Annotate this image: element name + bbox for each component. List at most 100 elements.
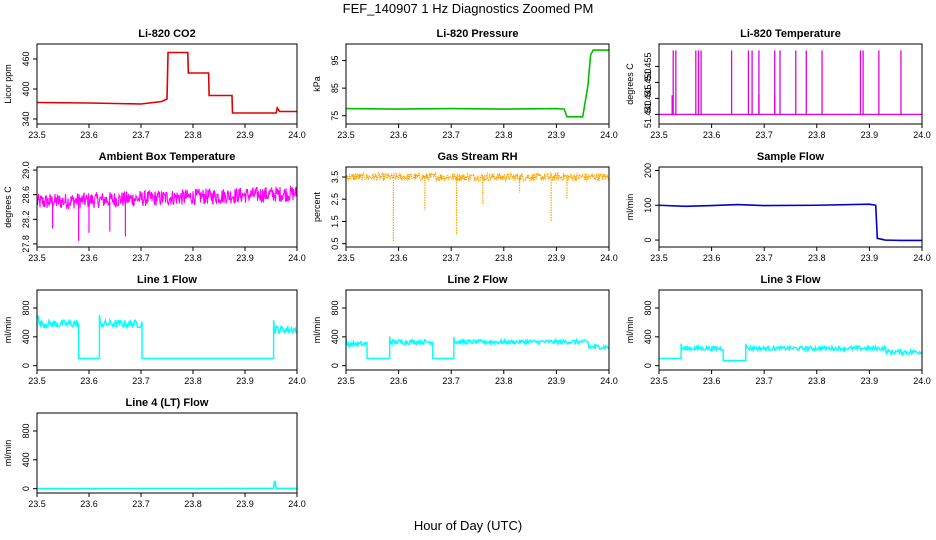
x-tick-label: 23.5	[28, 499, 46, 509]
x-tick-label: 24.0	[288, 130, 306, 140]
y-tick-label: 51.455	[643, 53, 653, 81]
x-tick-label: 24.0	[600, 376, 618, 386]
x-tick-label: 23.7	[755, 253, 773, 263]
x-tick-label: 23.6	[703, 130, 721, 140]
x-tick-label: 23.5	[650, 130, 668, 140]
x-tick-label: 23.9	[548, 376, 566, 386]
y-axis-label: Licor ppm	[3, 64, 13, 104]
x-tick-label: 23.9	[861, 130, 879, 140]
y-tick-label: 1.5	[330, 215, 340, 228]
y-tick-label: 2.5	[330, 193, 340, 206]
x-tick-label: 23.6	[703, 376, 721, 386]
x-tick-label: 23.9	[861, 253, 879, 263]
x-tick-label: 23.8	[808, 376, 826, 386]
y-tick-label: 400	[643, 329, 653, 344]
plot-frame	[658, 166, 923, 248]
y-axis-label: degrees C	[625, 63, 635, 105]
x-tick-label: 23.5	[337, 253, 355, 263]
x-tick-label: 23.9	[236, 253, 254, 263]
x-tick-label: 23.9	[861, 376, 879, 386]
series-line	[346, 171, 609, 183]
y-tick-label: 28.6	[21, 186, 31, 204]
x-tick-label: 23.6	[80, 376, 98, 386]
x-tick-label: 23.9	[548, 253, 566, 263]
plot-frame	[36, 166, 298, 248]
y-tick-label: 95	[330, 56, 340, 66]
x-tick-label: 23.8	[184, 253, 202, 263]
y-tick-label: 75	[330, 111, 340, 121]
chart-title: Li-820 Pressure	[437, 28, 519, 40]
x-tick-label: 23.5	[650, 376, 668, 386]
x-tick-label: 23.7	[132, 376, 150, 386]
series-line	[37, 186, 297, 210]
plot-frame	[658, 289, 923, 371]
figure-title: FEF_140907 1 Hz Diagnostics Zoomed PM	[342, 1, 594, 16]
series-line	[37, 480, 297, 490]
series-line	[659, 203, 922, 242]
x-tick-label: 23.8	[808, 253, 826, 263]
chart-title: Line 2 Flow	[448, 274, 508, 286]
chart-title: Ambient Box Temperature	[99, 151, 236, 163]
x-tick-label: 24.0	[600, 253, 618, 263]
data-layer	[37, 480, 297, 490]
y-tick-label: 51.450	[643, 69, 653, 97]
x-tick-label: 23.7	[132, 253, 150, 263]
chart-panel-6: Sample Flow ml/min 23.5 23.6 23.7 23.8 23.9 24.…	[625, 151, 931, 263]
y-axis-label: ml/min	[625, 194, 635, 221]
chart-panel-10: Line 4 (LT) Flow ml/min 23.5 23.6 23.7 23.8 23…	[3, 397, 306, 509]
chart-title: Gas Stream RH	[437, 151, 517, 163]
y-tick-label: 800	[330, 301, 340, 316]
chart-panel-2: Li-820 Pressure kPa 23.5 23.6 23.7 23.8 23.9 24…	[312, 28, 618, 140]
y-tick-label: 340	[21, 111, 31, 126]
chart-title: Sample Flow	[757, 151, 825, 163]
x-tick-label: 23.8	[184, 376, 202, 386]
y-tick-label: 28.2	[21, 211, 31, 229]
x-tick-label: 23.8	[808, 130, 826, 140]
x-tick-label: 23.7	[442, 376, 460, 386]
y-axis-label: ml/min	[312, 317, 322, 344]
data-layer	[659, 50, 922, 116]
plot-frame	[36, 289, 298, 371]
chart-title: Line 3 Flow	[761, 274, 821, 286]
series-line	[346, 49, 609, 118]
x-tick-label: 23.8	[495, 376, 513, 386]
data-layer	[659, 203, 922, 242]
x-tick-label: 23.6	[390, 376, 408, 386]
plot-frame	[36, 412, 298, 494]
x-tick-label: 24.0	[913, 376, 931, 386]
y-axis-label: degrees C	[3, 186, 13, 228]
chart-panel-8: Line 2 Flow ml/min 23.5 23.6 23.7 23.8 23.9 24.…	[312, 274, 618, 386]
chart-panel-3: Li-820 Temperature degrees C 23.5 23.6 23.7 2…	[625, 28, 931, 140]
data-layer	[346, 171, 609, 243]
x-tick-label: 23.6	[703, 253, 721, 263]
x-tick-label: 23.6	[390, 253, 408, 263]
y-tick-label: 800	[21, 301, 31, 316]
y-tick-label: 400	[21, 452, 31, 467]
y-tick-label: 0.5	[330, 237, 340, 250]
x-tick-label: 23.9	[548, 130, 566, 140]
data-layer	[37, 186, 297, 241]
plot-frame	[345, 43, 610, 125]
x-tick-label: 24.0	[913, 253, 931, 263]
y-tick-label: 400	[21, 81, 31, 96]
chart-panel-5: Gas Stream RH percent 23.5 23.6 23.7 23.8 23.9…	[312, 151, 618, 263]
y-tick-label: 0	[643, 238, 653, 243]
x-tick-label: 23.5	[337, 376, 355, 386]
chart-title: Li-820 Temperature	[740, 28, 841, 40]
plot-frame	[345, 166, 610, 248]
y-axis-label: ml/min	[3, 440, 13, 467]
x-tick-label: 23.7	[755, 376, 773, 386]
x-tick-label: 23.6	[390, 130, 408, 140]
y-tick-label: 3.5	[330, 171, 340, 184]
y-tick-label: 51.440	[643, 101, 653, 129]
series-line	[37, 315, 297, 360]
chart-panel-4: Ambient Box Temperature degrees C 23.5 23.6…	[3, 151, 306, 263]
x-tick-label: 24.0	[913, 130, 931, 140]
x-tick-label: 23.9	[236, 130, 254, 140]
y-tick-label: 0	[21, 363, 31, 368]
y-tick-label: 0	[21, 486, 31, 491]
x-tick-label: 23.8	[184, 130, 202, 140]
y-tick-label: 51.445	[643, 85, 653, 113]
